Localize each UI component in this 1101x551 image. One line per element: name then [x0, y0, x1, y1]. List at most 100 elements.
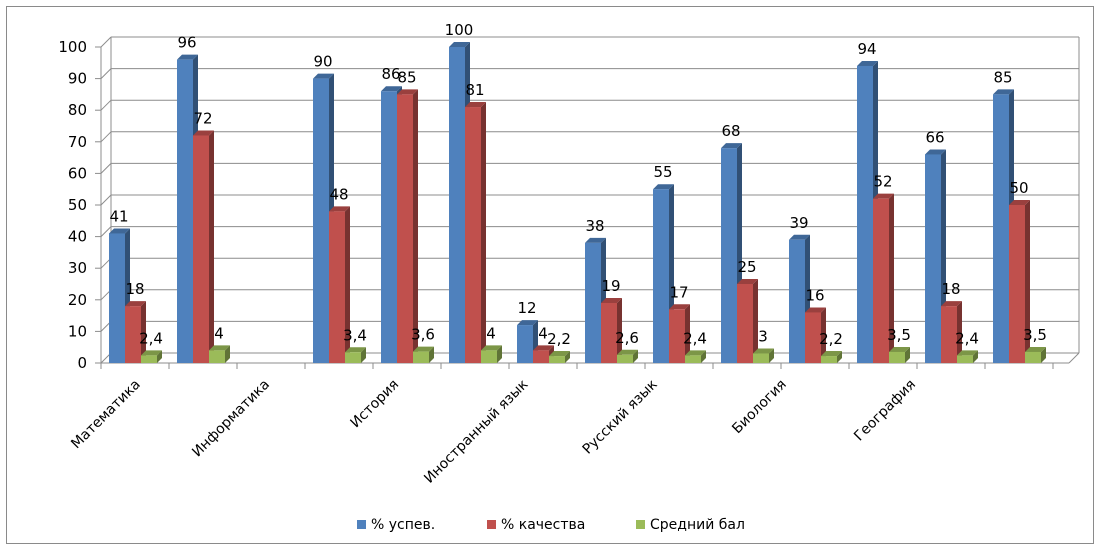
- bar-top: [993, 89, 1014, 95]
- bar: [805, 307, 826, 363]
- data-label: 2,4: [683, 329, 707, 347]
- bar-front: [1025, 351, 1041, 363]
- bar-front: [329, 211, 345, 363]
- data-label: 2,2: [819, 330, 843, 348]
- bar-top: [193, 130, 214, 136]
- bar-front: [585, 242, 601, 363]
- bar-front: [413, 351, 429, 363]
- bar: [1025, 346, 1046, 363]
- bar: [941, 301, 962, 363]
- data-label: 4: [486, 324, 496, 342]
- bar-top: [601, 297, 622, 303]
- data-label: 17: [669, 283, 688, 301]
- bar-side: [481, 102, 486, 363]
- bar-top: [873, 193, 894, 199]
- data-label: 2,2: [547, 330, 571, 348]
- bar-top: [753, 348, 774, 354]
- bar-side: [701, 350, 706, 363]
- data-label: 41: [109, 207, 128, 225]
- bar: [957, 350, 978, 363]
- x-category-label: Биология: [729, 377, 790, 438]
- bar-side: [497, 345, 502, 363]
- bar-top: [721, 143, 742, 149]
- bar-side: [753, 279, 758, 363]
- floor-right-edge: [1068, 352, 1080, 364]
- bar-side: [633, 349, 638, 363]
- bar-top: [925, 149, 946, 155]
- legend-label: Средний бал: [650, 517, 745, 533]
- bar-front: [397, 94, 413, 364]
- bar-top: [1009, 200, 1030, 205]
- bar-front: [789, 239, 805, 363]
- y-tick-label: 10: [68, 322, 87, 340]
- legend-label: % качества: [501, 517, 585, 533]
- data-label: 94: [857, 40, 876, 58]
- data-label: 16: [805, 286, 824, 304]
- x-category-label: История: [348, 377, 403, 432]
- bar-front: [141, 355, 157, 363]
- bar-front: [549, 356, 565, 363]
- gridline-diagonal: [100, 99, 112, 111]
- bar: [397, 89, 418, 364]
- data-label: 81: [465, 81, 484, 99]
- bar: [669, 304, 690, 363]
- data-label: 3,5: [1023, 326, 1047, 344]
- bar-side: [1041, 346, 1046, 363]
- bar: [329, 206, 350, 363]
- bar-side: [821, 307, 826, 363]
- data-label: 3,4: [343, 326, 367, 344]
- bar-side: [905, 346, 910, 363]
- bar: [1009, 200, 1030, 363]
- bar-front: [721, 148, 737, 363]
- bar-top: [653, 184, 674, 190]
- bar-top: [209, 345, 230, 351]
- bar: [413, 346, 434, 363]
- bar-front: [481, 350, 497, 363]
- data-label: 2,4: [139, 329, 163, 347]
- bar-top: [857, 60, 878, 66]
- bar: [193, 130, 214, 363]
- gridline-diagonal: [100, 226, 112, 237]
- bar-front: [381, 91, 397, 364]
- bar-front: [941, 306, 957, 363]
- data-label: 25: [737, 258, 756, 276]
- data-label: 38: [585, 217, 604, 235]
- bar-front: [465, 107, 481, 363]
- bar: [873, 193, 894, 363]
- bar-front: [345, 352, 361, 363]
- bar-front: [889, 351, 905, 363]
- bar-top: [397, 89, 418, 95]
- x-category-label: Математика: [68, 377, 144, 453]
- bar-top: [109, 228, 130, 234]
- bar-side: [361, 347, 366, 363]
- y-tick-label: 0: [77, 354, 87, 372]
- data-label: 2,4: [955, 329, 979, 347]
- data-label: 3,6: [411, 326, 435, 344]
- data-label: 96: [177, 34, 196, 52]
- bar-top: [125, 301, 146, 307]
- bar-top: [789, 234, 810, 240]
- bar-side: [565, 351, 570, 363]
- bar-top: [517, 320, 538, 326]
- data-label: 4: [214, 324, 224, 342]
- bar: [601, 297, 622, 363]
- x-category-label: Русский язык: [580, 377, 661, 458]
- gridline-diagonal: [100, 194, 112, 206]
- data-label: 68: [721, 122, 740, 140]
- bar-top: [805, 307, 826, 313]
- data-label: 3,5: [887, 326, 911, 344]
- bar-top: [585, 237, 606, 243]
- bar-front: [125, 306, 141, 363]
- data-label: 2,6: [615, 329, 639, 347]
- bar-side: [413, 89, 418, 364]
- gridline-diagonal: [100, 163, 112, 174]
- x-category-label: География: [851, 377, 919, 445]
- bar-top: [737, 279, 758, 284]
- legend-label: % успев.: [371, 517, 435, 533]
- bar-front: [313, 78, 329, 363]
- data-label: 90: [313, 53, 332, 71]
- bar-front: [821, 356, 837, 363]
- category-label-layer: Математика Информатика История Иностранный …: [68, 377, 919, 487]
- bar: [685, 350, 706, 363]
- bar-top: [465, 102, 486, 108]
